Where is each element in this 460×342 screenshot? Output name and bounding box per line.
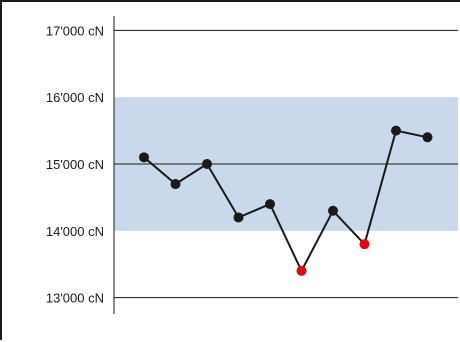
y-tick-label: 16'000 cN	[46, 90, 104, 105]
data-point	[328, 205, 338, 216]
data-point	[265, 199, 275, 210]
data-point	[170, 179, 181, 190]
y-tick-label: 15'000 cN	[46, 157, 104, 172]
y-tick-label: 13'000 cN	[46, 291, 104, 306]
data-point-out-of-tolerance	[359, 239, 370, 250]
series-line	[143, 129, 428, 272]
data-point	[391, 125, 401, 136]
data-points	[139, 125, 433, 276]
data-point	[202, 159, 212, 169]
data-point	[422, 132, 433, 143]
y-tick-labels: 13'000 cN 14'000 cN 15'000 cN 16'000 cN 17'0…	[46, 23, 104, 305]
gridlines	[114, 29, 458, 299]
data-point	[233, 212, 244, 223]
data-point-out-of-tolerance	[296, 265, 307, 276]
data-point	[139, 152, 149, 163]
y-tick-label: 14'000 cN	[46, 224, 104, 239]
y-tick-label: 17'000 cN	[46, 23, 104, 38]
